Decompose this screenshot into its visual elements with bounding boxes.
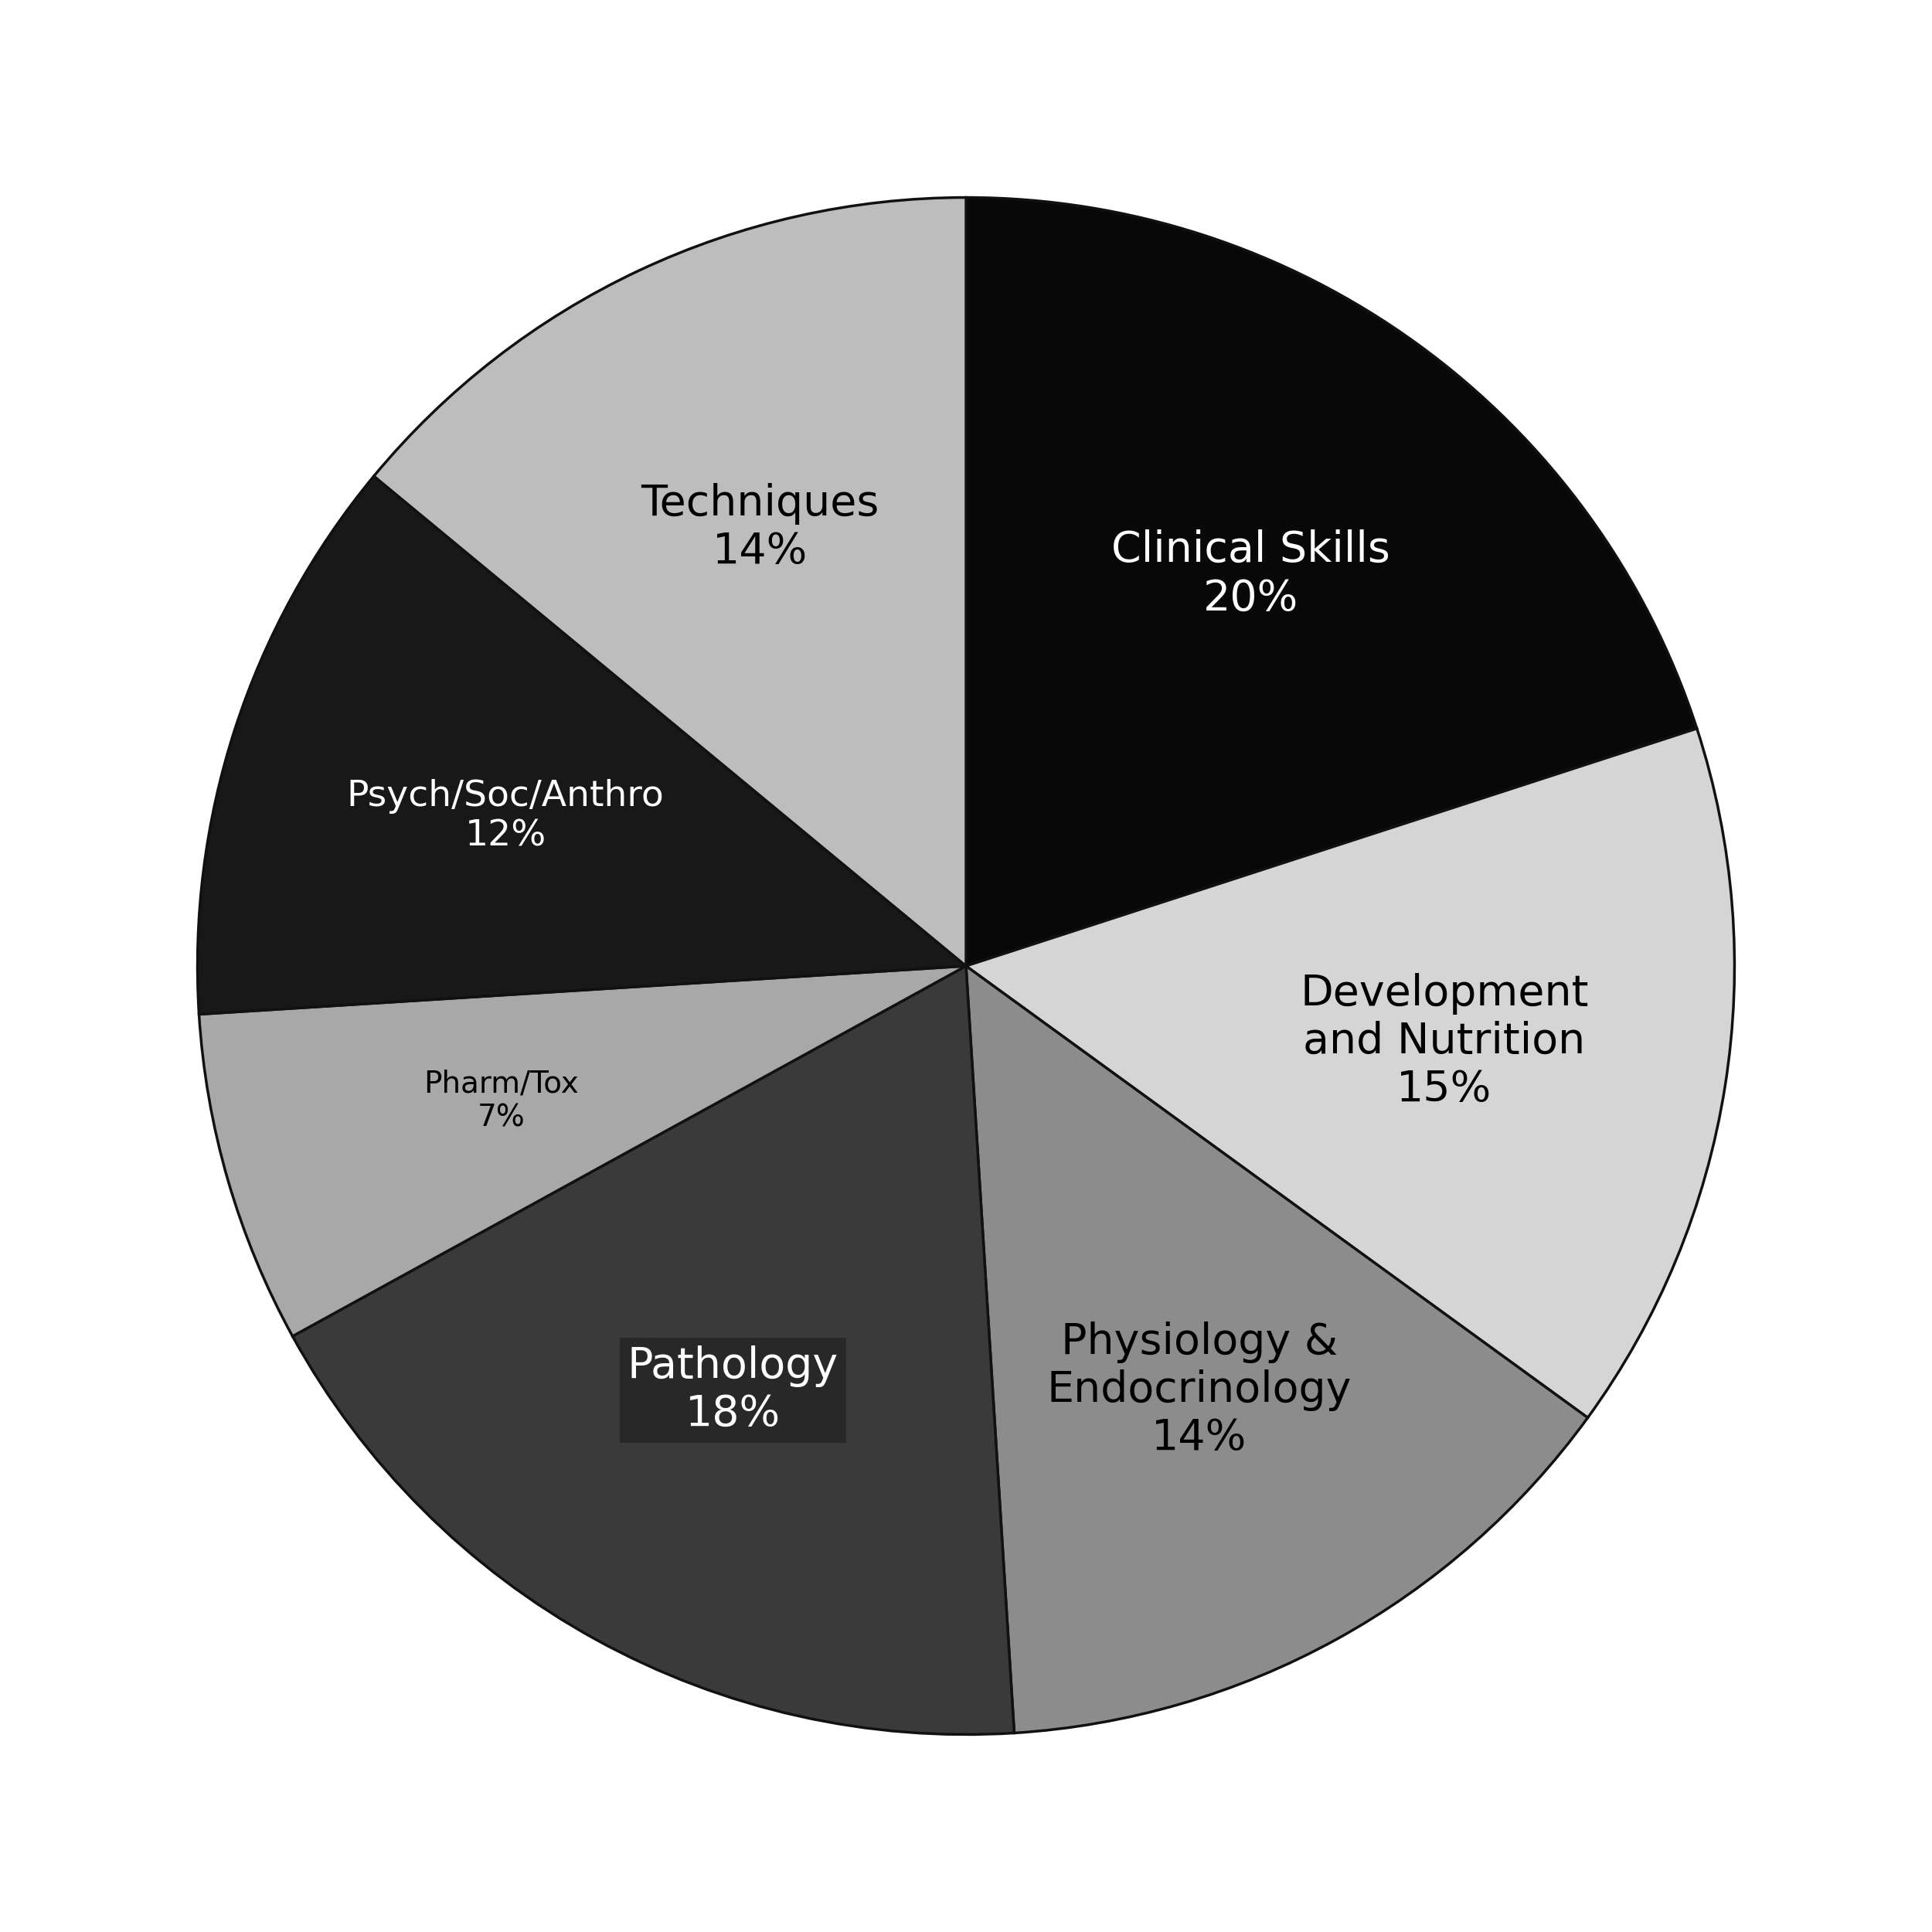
Wedge shape xyxy=(199,966,966,1337)
Text: Pharm/Tox
7%: Pharm/Tox 7% xyxy=(423,1070,580,1132)
Text: Psych/Soc/Anthro
12%: Psych/Soc/Anthro 12% xyxy=(348,779,665,854)
Text: Clinical Skills
20%: Clinical Skills 20% xyxy=(1111,529,1389,620)
Text: Physiology &
Endocrinology
14%: Physiology & Endocrinology 14% xyxy=(1047,1321,1352,1459)
Wedge shape xyxy=(966,197,1696,966)
Wedge shape xyxy=(375,197,966,966)
Wedge shape xyxy=(966,966,1588,1733)
Wedge shape xyxy=(292,966,1014,1735)
Text: Development
and Nutrition
15%: Development and Nutrition 15% xyxy=(1300,972,1588,1111)
Wedge shape xyxy=(966,728,1735,1418)
Text: Pathology
18%: Pathology 18% xyxy=(628,1345,838,1435)
Wedge shape xyxy=(197,475,966,1014)
Text: Techniques
14%: Techniques 14% xyxy=(641,483,879,574)
